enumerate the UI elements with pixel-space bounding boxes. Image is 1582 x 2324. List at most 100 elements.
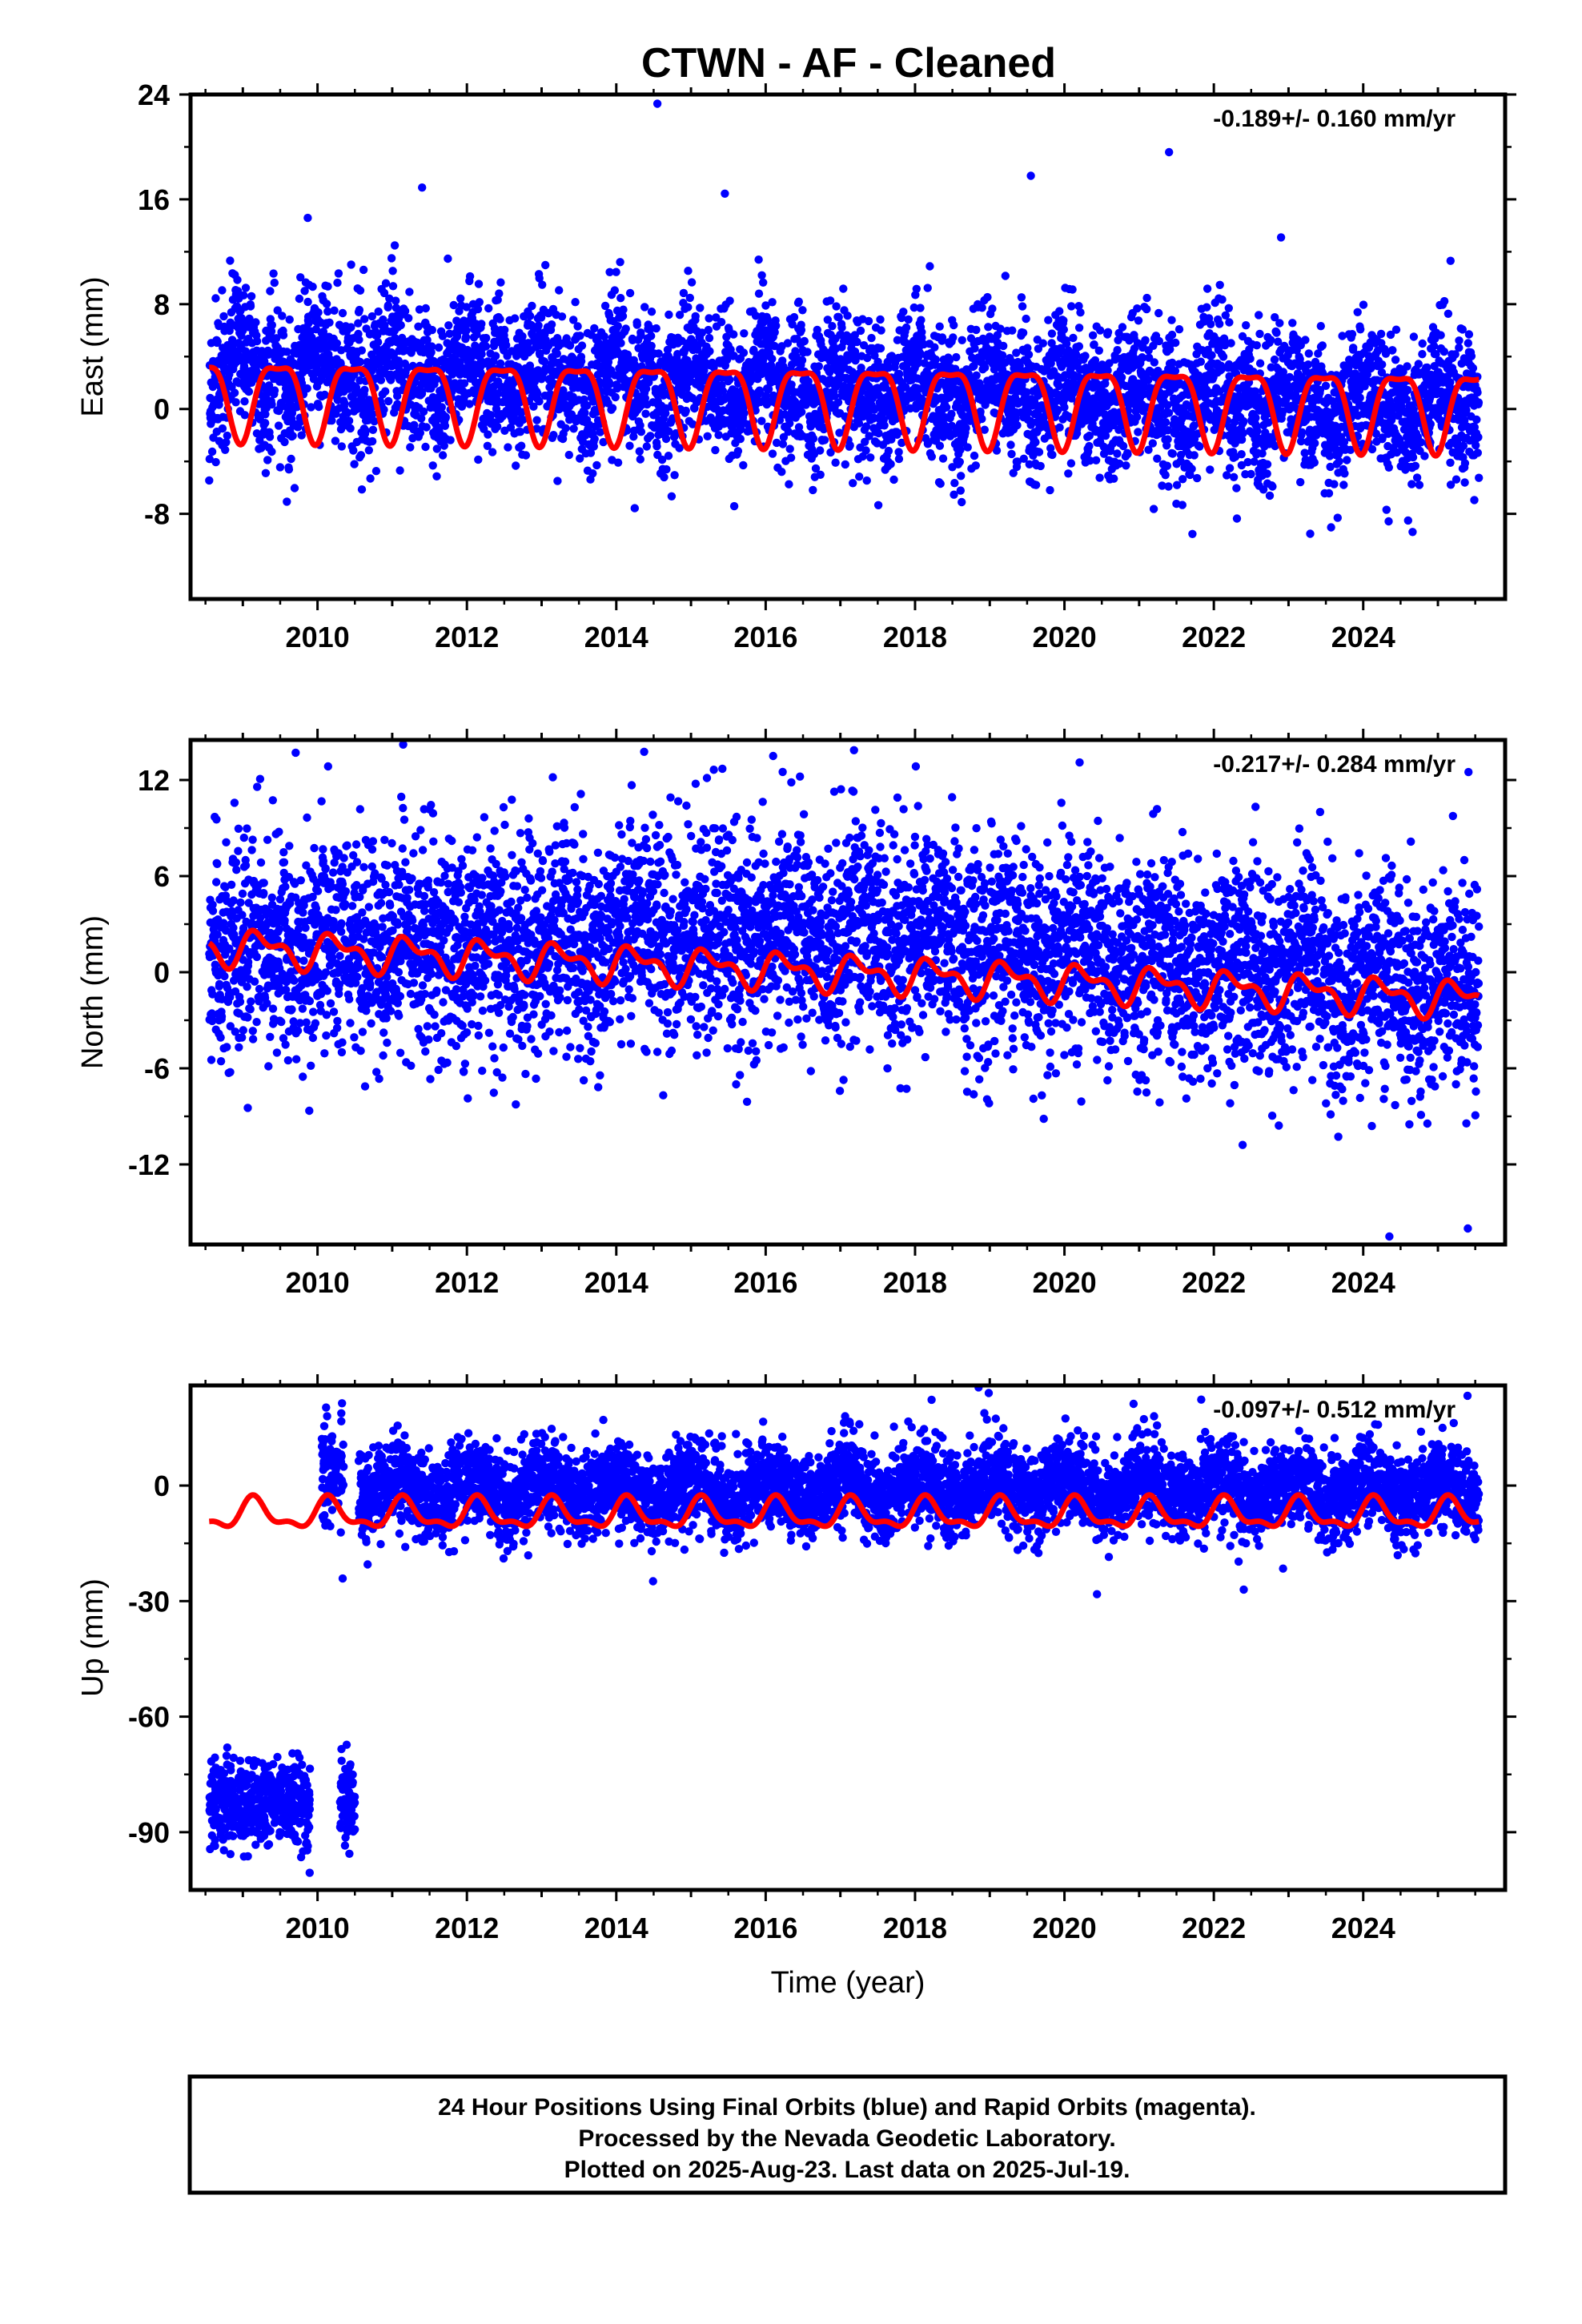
data-point [797,356,807,365]
data-point [233,287,243,296]
data-point [561,424,570,432]
data-point [444,254,452,263]
data-point [325,318,334,327]
data-point [428,342,436,351]
data-point [1044,316,1053,324]
data-point [205,455,214,464]
data-point [864,316,873,326]
data-point [1316,322,1326,331]
data-point [1219,352,1228,361]
data-point [263,456,272,464]
data-point [1118,441,1128,451]
data-point [955,457,965,466]
data-point [1149,505,1158,513]
data-point [636,455,644,464]
data-point [388,282,398,291]
data-point [963,443,972,452]
data-point [1252,341,1262,350]
data-point [460,379,469,388]
data-point [1123,449,1132,459]
data-point [364,446,373,455]
data-point [1048,450,1057,460]
data-point [814,362,823,371]
data-point [205,476,214,485]
data-point [1113,449,1122,458]
data-point [956,445,965,454]
data-point [841,460,850,469]
data-point [1318,341,1327,350]
data-point [717,318,726,327]
data-point [300,287,309,296]
data-point [549,431,558,440]
data-point [519,415,528,424]
data-point [619,305,628,314]
data-point [474,455,483,464]
data-point [786,453,796,462]
data-point [899,308,908,316]
data-point [267,400,276,409]
data-point [1224,304,1234,312]
data-point [958,497,966,507]
data-point [815,446,825,455]
data-point [1117,373,1126,382]
data-point [1001,271,1010,280]
data-point [809,434,818,443]
data-point [1088,331,1098,340]
data-point [437,403,446,412]
data-point [923,283,932,292]
data-point [1059,325,1069,334]
data-point [246,302,255,311]
data-point [754,255,763,264]
data-point [588,469,597,478]
data-point [565,341,575,350]
data-point [704,325,713,335]
data-point [1132,412,1142,421]
data-point [660,472,669,482]
data-point [861,446,870,455]
data-point [705,347,714,356]
data-point [1275,319,1284,328]
data-point [612,267,620,276]
data-point [616,258,624,267]
data-point [573,322,582,331]
data-point [1076,308,1085,317]
data-point [757,271,766,279]
data-point [290,484,299,493]
data-point [528,301,536,311]
data-point [355,286,365,295]
data-point [218,424,227,433]
data-point [465,400,474,408]
data-point [962,424,970,432]
data-point [381,387,390,396]
data-point [777,468,786,476]
data-points [205,99,1484,538]
data-point [739,348,749,357]
data-point [456,358,464,367]
data-point [330,306,339,315]
data-point [754,289,764,298]
data-point [557,312,567,321]
data-point [936,479,945,489]
data-point [340,399,349,408]
data-point [625,441,634,450]
data-point [347,260,355,269]
data-point [1064,469,1073,478]
data-point [1225,464,1235,472]
data-point [475,298,484,307]
data-point [361,426,370,436]
data-point [307,333,316,342]
data-point [506,423,516,432]
data-point [665,310,673,320]
data-point [1055,307,1064,316]
data-point [239,291,248,300]
data-point [950,479,959,488]
data-point [555,286,564,295]
data-point [630,504,639,513]
data-point [400,307,410,316]
data-point [667,492,677,501]
data-point [711,445,720,455]
data-point [567,410,576,419]
data-point [740,408,749,418]
data-point [1022,314,1030,324]
data-point [999,341,1008,351]
